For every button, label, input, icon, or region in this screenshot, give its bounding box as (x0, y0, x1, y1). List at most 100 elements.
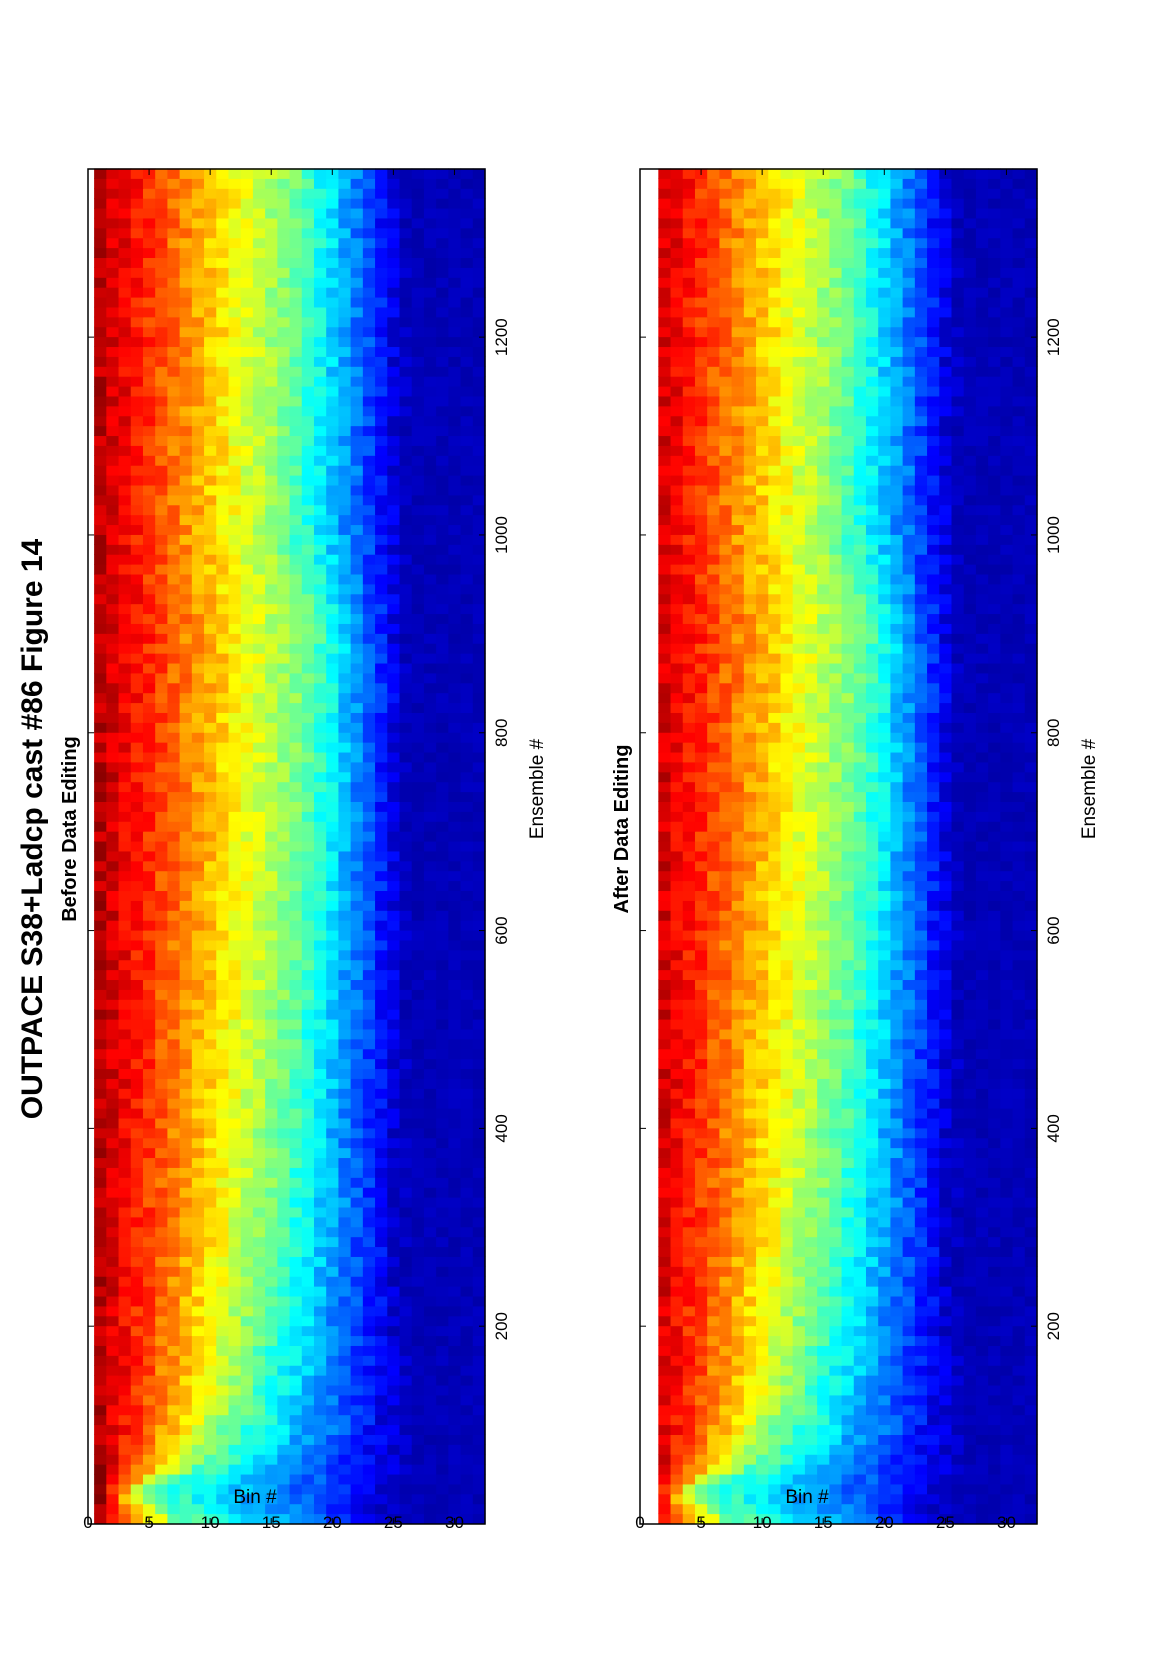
heatmap-cell (326, 1058, 340, 1070)
heatmap-cell (350, 1375, 364, 1386)
heatmap-cell (411, 1375, 425, 1386)
heatmap-cell (387, 1246, 401, 1257)
heatmap-cell (216, 445, 230, 456)
heatmap-cell (375, 801, 388, 812)
heatmap-cell (301, 910, 315, 921)
heatmap-cell (399, 554, 413, 565)
heatmap-cell (228, 1315, 242, 1327)
heatmap-cell (240, 306, 254, 318)
heatmap-cell (387, 1394, 401, 1406)
heatmap-cell (460, 1137, 474, 1149)
heatmap-cell (240, 1028, 254, 1040)
heatmap-cell (94, 1375, 107, 1386)
heatmap-cell (350, 168, 364, 179)
heatmap-cell (338, 1177, 352, 1188)
heatmap-cell (167, 1256, 181, 1267)
heatmap-cell (179, 880, 193, 892)
heatmap-cell (362, 395, 376, 407)
heatmap-cell (792, 1414, 806, 1426)
heatmap-cell (301, 168, 315, 179)
heatmap-cell (670, 1375, 684, 1386)
heatmap-cell (436, 1048, 449, 1060)
heatmap-cell (179, 850, 193, 862)
heatmap-cell (375, 920, 388, 931)
heatmap-cell (94, 465, 107, 476)
heatmap-cell (460, 989, 474, 1000)
heatmap-cell (902, 1404, 916, 1416)
heatmap-cell (387, 366, 401, 377)
heatmap-cell (411, 771, 425, 783)
heatmap-cell (228, 653, 242, 664)
heatmap-cell (411, 840, 425, 852)
heatmap-cell (472, 1018, 486, 1030)
heatmap-cell (265, 959, 278, 971)
heatmap-cell (963, 1394, 977, 1406)
heatmap-cell (411, 366, 425, 377)
heatmap-cell (460, 1483, 474, 1495)
heatmap-cell (289, 1236, 303, 1248)
heatmap-cell (106, 366, 120, 377)
heatmap-cell (228, 514, 242, 526)
heatmap-cell (338, 1058, 352, 1070)
heatmap-cell (204, 633, 217, 644)
heatmap-cell (387, 1048, 401, 1060)
heatmap-cell (204, 1226, 217, 1238)
heatmap-cell (240, 1088, 254, 1099)
heatmap-cell (1024, 1375, 1038, 1386)
heatmap-cell (252, 1157, 266, 1168)
heatmap-cell (106, 989, 120, 1000)
heatmap-cell (780, 1365, 794, 1376)
heatmap-cell (472, 1038, 486, 1050)
heatmap-cell (927, 1454, 940, 1465)
heatmap-cell (399, 366, 413, 377)
heatmap-cell (265, 1157, 278, 1168)
heatmap-cell (94, 910, 107, 921)
heatmap-cell (277, 1107, 291, 1119)
heatmap-cell (326, 1187, 340, 1198)
heatmap-cell (362, 633, 376, 644)
heatmap-cell (265, 920, 278, 931)
heatmap-cell (240, 287, 254, 298)
heatmap-cell (326, 178, 340, 189)
heatmap-cell (228, 1117, 242, 1129)
heatmap-cell (228, 781, 242, 793)
heatmap-cell (472, 336, 486, 348)
heatmap-cell (118, 1493, 132, 1505)
heatmap-cell (313, 267, 327, 278)
heatmap-cell (252, 1345, 266, 1356)
heatmap-cell (460, 1177, 474, 1188)
heatmap-cell (191, 316, 205, 328)
heatmap-cell (338, 1206, 352, 1218)
heatmap-cell (191, 583, 205, 595)
heatmap-cell (326, 376, 340, 387)
heatmap-cell (448, 296, 462, 308)
heatmap-cell (338, 494, 352, 506)
heatmap-cell (411, 524, 425, 535)
heatmap-cell (106, 544, 120, 555)
heatmap-cell (914, 1434, 928, 1445)
heatmap-cell (313, 732, 327, 743)
heatmap-cell (399, 1444, 413, 1455)
heatmap-cell (313, 178, 327, 189)
heatmap-cell (1012, 1424, 1026, 1435)
heatmap-cell (155, 296, 168, 308)
heatmap-cell (448, 1345, 462, 1356)
heatmap-cell (362, 583, 376, 595)
heatmap-cell (423, 178, 437, 189)
heatmap-cell (301, 1157, 315, 1168)
heatmap-cell (265, 1444, 278, 1455)
heatmap-cell (106, 712, 120, 723)
heatmap-cell (106, 1107, 120, 1119)
heatmap-cell (204, 544, 217, 555)
heatmap-cell (130, 564, 144, 575)
heatmap-cell (448, 1058, 462, 1070)
heatmap-cell (228, 1216, 242, 1228)
heatmap-cell (460, 168, 474, 179)
heatmap-cell (804, 1394, 818, 1406)
heatmap-cell (118, 207, 132, 219)
heatmap-cell (155, 356, 168, 367)
heatmap-cell (216, 504, 230, 516)
heatmap-cell (155, 504, 168, 516)
heatmap-cell (289, 1305, 303, 1317)
heatmap-cell (719, 1335, 733, 1346)
